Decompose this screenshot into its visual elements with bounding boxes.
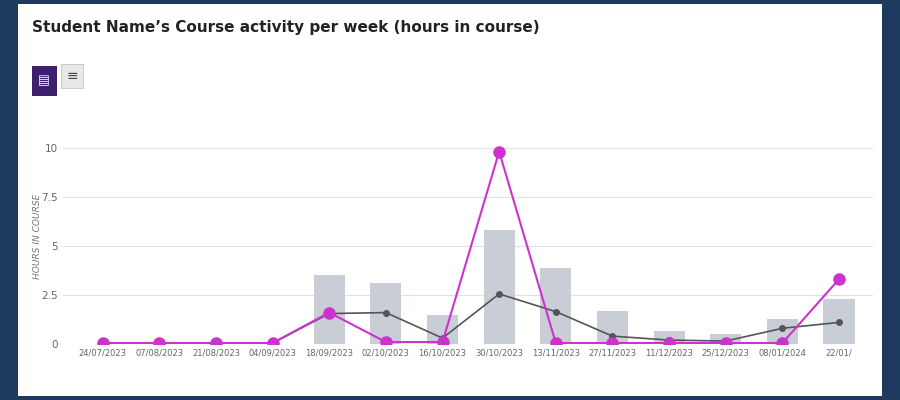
Course Average Activity [324,311,335,316]
Student's Activity per week [777,341,788,346]
Line: Student's Activity per week: Student's Activity per week [97,146,844,348]
Bar [370,283,401,344]
Student's Activity per week [437,340,448,344]
Course Average Activity [494,292,505,296]
Student's Activity per week [607,341,617,346]
Bar [767,320,798,344]
Course Average Activity [381,310,392,315]
Course Average Activity [154,341,165,346]
Student's Activity per week [720,341,731,346]
Student's Activity per week [833,277,844,282]
Bar [653,331,685,344]
Bar [427,314,458,344]
Bar [597,311,628,344]
Course Average Activity [720,339,731,344]
Course Average Activity [267,341,278,346]
Course Average Activity [663,338,674,342]
Bar [313,275,345,344]
Y-axis label: HOURS IN COURSE: HOURS IN COURSE [32,193,41,279]
Text: ▤: ▤ [38,74,50,88]
Student's Activity per week [211,341,221,346]
Student's Activity per week [551,341,562,346]
Course Average Activity [551,309,562,314]
Course Average Activity [437,336,448,340]
Student's Activity per week [154,341,165,346]
Course Average Activity [607,334,617,338]
Course Average Activity [833,320,844,325]
Student's Activity per week [494,149,505,154]
Student's Activity per week [97,341,108,346]
Student's Activity per week [267,341,278,346]
Student's Activity per week [324,310,335,315]
Text: Student Name’s Course activity per week (hours in course): Student Name’s Course activity per week … [32,20,539,35]
Course Average Activity [777,326,788,331]
Text: ≡: ≡ [67,69,77,83]
Bar [710,334,742,344]
Student's Activity per week [381,340,392,344]
Bar [540,268,572,344]
Bar [483,230,515,344]
Bar [824,299,855,344]
Course Average Activity [97,341,108,346]
Line: Course Average Activity: Course Average Activity [100,291,842,346]
Student's Activity per week [663,341,674,346]
Course Average Activity [211,341,221,346]
